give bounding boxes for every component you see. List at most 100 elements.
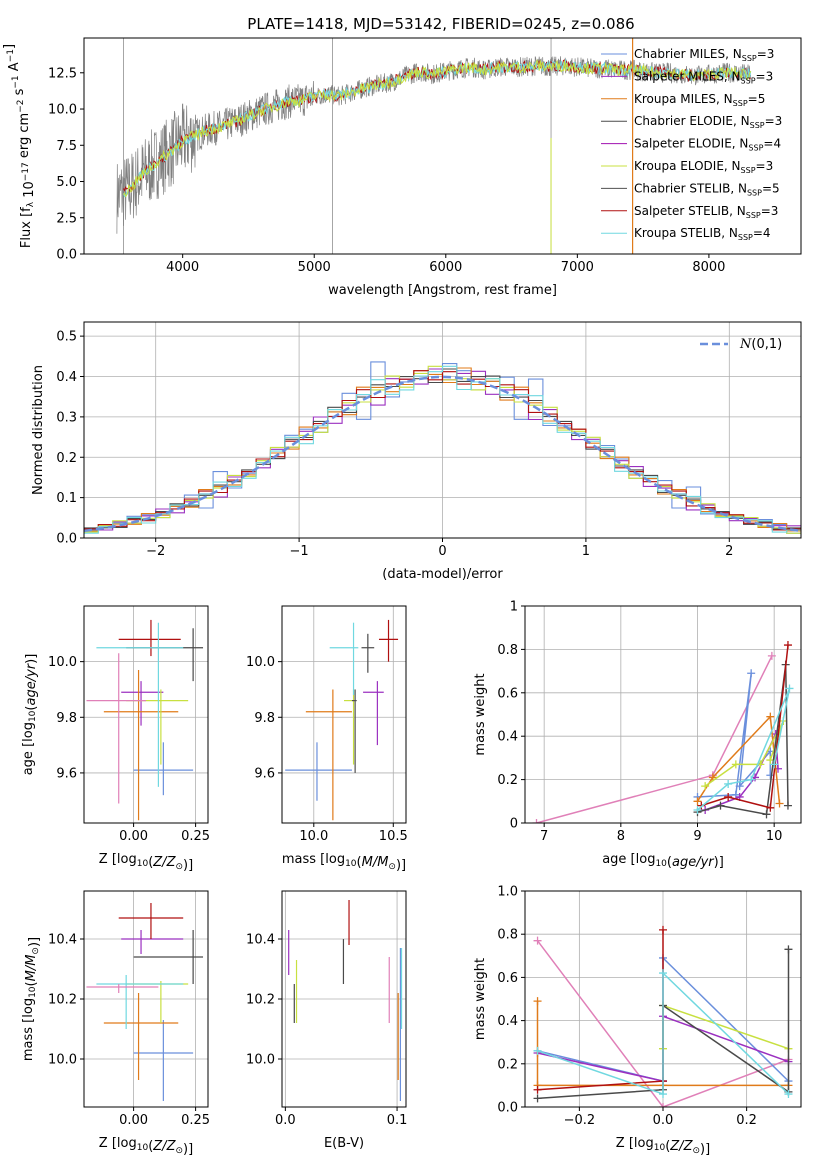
axes-frame (83, 37, 802, 255)
label-part: age/yr (672, 855, 715, 870)
y-tick-label: 12.5 (48, 66, 77, 81)
x-tick-label: 10 (766, 829, 783, 844)
y-tick-label: 0.5 (56, 330, 77, 345)
label-part: λ (26, 201, 36, 207)
label-part: )] (183, 1142, 193, 1157)
label-part: Z/Z (669, 1139, 693, 1154)
weight-point-marker (659, 1103, 667, 1107)
x-tick-label: 8000 (692, 260, 725, 275)
label-part: ( (24, 981, 39, 986)
y-axis-label: age [log10(age/yr)] (21, 654, 39, 776)
y-tick-label: 1.0 (497, 885, 518, 900)
y-tick-label: 9.6 (56, 766, 77, 781)
weight-point-marker (532, 819, 541, 823)
x-axis-label: wavelength [Angstrom, rest frame] (328, 283, 557, 298)
label-part: 10 (345, 859, 357, 869)
x-tick-label: 1 (582, 544, 590, 559)
label-part: ] (2, 44, 17, 49)
label-part: 10 (137, 1143, 149, 1153)
legend-label: Chabrier STELIB, N (634, 181, 747, 195)
x-axis-label: Z [log10(Z/Z⊙)] (616, 1136, 710, 1157)
legend-label: Salpeter MILES, N (634, 69, 741, 83)
legend-label: Chabrier ELODIE, N (634, 114, 750, 128)
y-tick-label: 1 (510, 600, 518, 615)
legend-sub: SSP (741, 76, 756, 85)
weight-series-line (537, 971, 790, 1096)
plot-area (86, 903, 204, 1101)
label-part: Flux [f (19, 207, 34, 248)
x-tick-label: 10.0 (299, 829, 328, 844)
y-tick-label: 0.4 (497, 1014, 518, 1029)
label-part: ( (667, 855, 672, 870)
legend-label: N (739, 337, 752, 352)
weight-point-marker (533, 1094, 542, 1103)
weight-point-marker (724, 779, 733, 788)
weight-series-line (697, 673, 772, 798)
x-tick-label: 0.2 (736, 1113, 757, 1128)
x-tick-label: 4000 (166, 260, 199, 275)
plot-area (285, 619, 399, 821)
y-tick-label: 0.8 (497, 928, 518, 943)
legend-sub: SSP (747, 188, 762, 197)
weight-point-marker (659, 925, 667, 934)
y-tick-label: 0.4 (497, 730, 518, 745)
x-tick-label: 0.25 (181, 829, 210, 844)
label-part: Normed distribution (31, 365, 46, 495)
x-axis-label: Z [log10(Z/Z⊙)] (99, 1136, 193, 1157)
y-tick-label: 0.0 (56, 532, 77, 547)
weight-point-marker (775, 799, 784, 808)
weight-point-marker (693, 797, 702, 806)
y-tick-label: 9.8 (254, 711, 275, 726)
x-tick-label: 2 (725, 544, 733, 559)
y-tick-label: 10.2 (48, 993, 77, 1008)
label-part: ( (148, 855, 153, 870)
y-tick-label: 0.4 (56, 370, 77, 385)
label-part: )] (24, 654, 39, 664)
x-axis-label: (data-model)/error (382, 567, 503, 582)
y-axis-label: Normed distribution (31, 365, 46, 495)
y-tick-label: 10.0 (246, 655, 275, 670)
label-part: 10 (137, 859, 149, 869)
label-part: ( (148, 1139, 153, 1154)
y-tick-label: 10.4 (246, 933, 275, 948)
y-tick-label: 10.0 (246, 1053, 275, 1068)
x-tick-label: −0.2 (564, 1113, 596, 1128)
x-tick-label: 6000 (429, 260, 462, 275)
y-tick-label: 10.0 (48, 1053, 77, 1068)
label-part: 10 (22, 181, 37, 202)
label-part: −17 (21, 162, 31, 181)
legend-sub: SSP (741, 166, 756, 175)
label-part: A (7, 62, 22, 75)
label-part: )] (183, 858, 193, 873)
label-part: ⊙ (175, 862, 183, 872)
legend-sub: SSP (748, 144, 763, 153)
label-part: Z/Z (152, 1139, 176, 1154)
label-part: ( (357, 855, 362, 870)
figure-title: PLATE=1418, MJD=53142, FIBERID=0245, z=0… (247, 15, 634, 33)
y-tick-label: 0.0 (497, 1101, 518, 1116)
label-part: s (12, 88, 27, 99)
weight-point-marker (784, 945, 793, 954)
label-part: M/M (362, 855, 389, 870)
weight-point-marker (533, 1085, 542, 1094)
legend-suffix: =3 (765, 114, 783, 128)
legend-sub: SSP (738, 233, 753, 242)
label-part: log (21, 998, 36, 1018)
x-tick-label: 0.25 (181, 1113, 210, 1128)
label-part: 10 (655, 859, 667, 869)
x-tick-label: 0.00 (119, 829, 148, 844)
label-part: 10 (28, 710, 38, 722)
plot-area (533, 925, 793, 1107)
legend-entry: Chabrier STELIB, NSSP=5 (634, 181, 780, 197)
label-part: age/yr (24, 662, 39, 705)
legend-label: Chabrier MILES, N (634, 47, 742, 61)
legend-suffix: =5 (762, 181, 780, 195)
legend-label: (0,1) (751, 337, 782, 352)
label-part: ( (665, 1139, 670, 1154)
legend-suffix: =5 (748, 92, 766, 106)
label-part: age [ (602, 852, 635, 867)
legend-entry: Salpeter MILES, NSSP=3 (634, 69, 773, 85)
weight-point-marker (747, 669, 756, 678)
label-part: mass weight (473, 673, 488, 755)
